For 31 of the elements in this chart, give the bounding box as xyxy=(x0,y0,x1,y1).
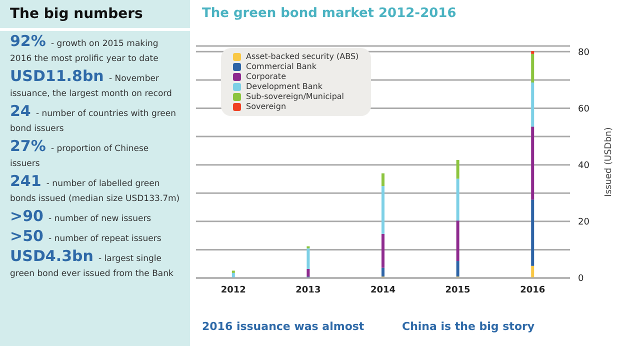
text: The big numbers xyxy=(0,0,190,31)
x-tick-label: 2013 xyxy=(296,285,321,296)
y-tick-label: 0 xyxy=(578,274,584,284)
x-tick-label: 2014 xyxy=(370,285,396,296)
category-label: >50 xyxy=(10,227,44,245)
category-label: 241 xyxy=(10,172,42,190)
chart-title: The green bond market 2012-2016 xyxy=(202,6,456,21)
text: China is the big story xyxy=(402,320,535,333)
legend-label: Sovereign xyxy=(246,102,286,112)
y-axis-title: Issued (USDbn) xyxy=(604,127,614,197)
category-label: USD4.3bn xyxy=(10,247,94,265)
x-tick-label: 2016 xyxy=(520,285,546,296)
y-tick-label: 60 xyxy=(578,104,590,114)
y-tick-label: 40 xyxy=(578,161,590,172)
x-tick-label: 2015 xyxy=(445,285,470,296)
legend-label: Development Bank xyxy=(246,82,322,92)
text: 2016 issuance was almost xyxy=(202,320,364,333)
category-label: >90 xyxy=(10,207,44,225)
legend-label: Corporate xyxy=(246,72,286,82)
text: - number of new issuers xyxy=(48,214,152,224)
text: - number of repeat issuers xyxy=(48,234,162,244)
category-label: USD11.8bn xyxy=(10,67,104,85)
x-tick-label: 2012 xyxy=(220,285,246,296)
legend-label: Sub-sovereign/Municipal xyxy=(246,92,344,102)
category-label: 27% xyxy=(10,137,46,155)
category-label: 92% xyxy=(10,32,46,50)
category-label: 24 xyxy=(10,102,31,120)
legend-label: Commercial Bank xyxy=(246,62,316,72)
y-tick-label: 20 xyxy=(578,218,590,228)
legend-label: Asset-backed security (ABS) xyxy=(246,52,359,62)
y-tick-label: 80 xyxy=(578,48,590,58)
